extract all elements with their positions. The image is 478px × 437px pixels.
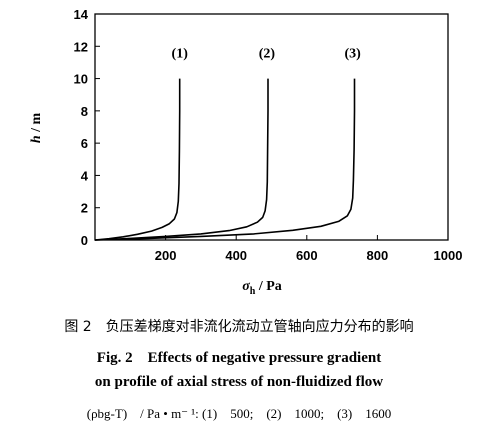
x-axis-label: σh / Pa [242, 279, 282, 297]
figure-caption-english-line2: on profile of axial stress of non-fluidi… [94, 374, 384, 390]
x-tick-label: 800 [367, 248, 389, 263]
series-line-2 [94, 78, 269, 241]
y-tick-label: 12 [74, 39, 88, 54]
figure-caption-english-line1: Fig. 2 Effects of negative pressure grad… [96, 350, 382, 366]
series-label-2: (2) [259, 47, 276, 62]
series-line-1 [94, 78, 181, 241]
y-tick-label: 8 [81, 104, 88, 119]
y-tick-label: 10 [74, 72, 88, 87]
y-tick-label: 4 [81, 168, 89, 183]
y-tick-label: 2 [81, 201, 88, 216]
x-tick-label: 200 [155, 248, 177, 263]
y-axis-label: h / m [29, 112, 44, 143]
x-tick-label: 600 [296, 248, 318, 263]
plot-frame [94, 13, 449, 241]
figure-caption-note: (ρbg-T) / Pa • m⁻ ¹: (1) 500; (2) 1000; … [86, 406, 392, 421]
figure-caption-chinese: 图 2 负压差梯度对非流化流动立管轴向应力分布的影响 [64, 319, 414, 335]
stress-profile-chart: 0 2 4 6 8 10 12 14 200 400 600 800 1000 (1) (2) (3) σh … [29, 7, 463, 297]
y-tick-label: 6 [81, 136, 88, 151]
y-tick-label: 14 [74, 7, 89, 22]
y-tick-label: 0 [81, 233, 88, 248]
series-line-3 [94, 78, 356, 241]
series-label-1: (1) [172, 47, 189, 62]
plot-area: 0 2 4 6 8 10 12 14 200 400 600 800 1000 (1) (2) (3) [74, 7, 463, 263]
series-label-3: (3) [345, 47, 362, 62]
x-tick-label: 400 [225, 248, 247, 263]
x-tick-label: 1000 [434, 248, 463, 263]
